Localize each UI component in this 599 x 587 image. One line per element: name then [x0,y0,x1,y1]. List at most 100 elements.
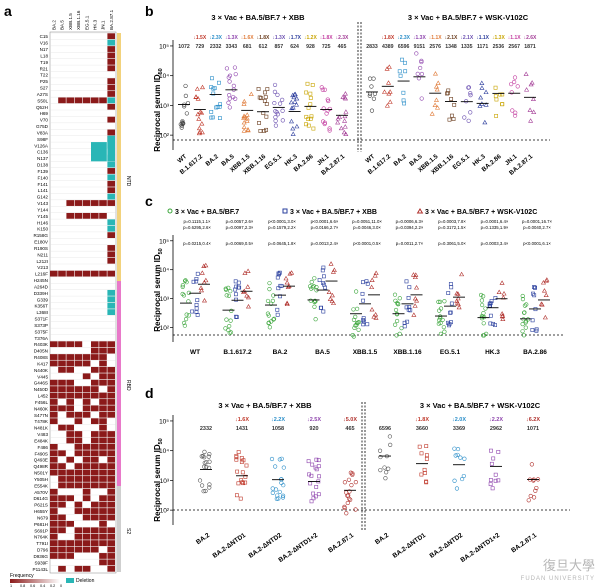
data-point [239,460,244,464]
data-point [343,109,349,114]
data-point [478,94,484,100]
heatmap-cell [66,354,74,360]
category-label: BA.2-ΔNTD1+2 [277,532,319,564]
heatmap-cell [82,514,91,521]
data-point [407,305,412,309]
data-point [404,305,409,310]
data-point [309,499,314,504]
data-point [360,291,365,296]
heatmap-cell [107,84,115,91]
data-point [191,279,196,284]
pvalue-label: p=0.0069,0.5× [226,241,254,246]
data-point [311,126,316,131]
data-point [494,114,499,118]
heatmap-cell [58,501,66,508]
data-point [351,307,356,312]
heatmap-cell [91,514,99,521]
mutation-label: F141 [38,182,49,187]
panel-c-tick-label: 10³ [160,296,170,303]
data-point [424,444,429,448]
data-point [406,296,411,300]
data-point [462,456,467,461]
data-point [202,455,207,460]
data-point [214,105,219,110]
data-point [209,109,214,114]
gmt-label: 612 [259,44,268,50]
heatmap-cell [74,533,83,540]
heatmap-cell [58,386,66,393]
data-point [245,303,251,309]
gmt-label: 729 [195,44,204,50]
heatmap-cell [82,411,91,418]
data-point [347,496,352,501]
data-point [277,457,282,462]
heatmap-cell [107,193,115,200]
heatmap-cell [99,405,107,412]
data-point [273,115,278,120]
mutation-label: N460K [34,406,49,411]
data-point [512,75,518,80]
data-point [312,304,317,309]
heatmap-cell [99,200,107,206]
heatmap-cell [107,379,115,386]
data-point [226,285,231,290]
heatmap-cell [107,540,115,547]
heatmap-cell [82,360,91,367]
data-point [228,289,233,294]
data-point [512,79,517,85]
data-point [314,285,319,290]
data-point [271,317,276,322]
pvalue-label: p=0.0215,0.4× [183,241,211,246]
heatmap-cell [107,91,115,97]
data-point [193,94,199,99]
heatmap-cell [91,546,99,553]
mutation-label: K356T [34,304,48,309]
data-point [239,456,244,460]
data-point [373,315,379,320]
data-point [248,91,254,96]
data-point [257,95,262,100]
pvalue-label: p=0.0097,2.3× [226,225,254,230]
heatmap-cell [107,450,115,457]
data-point [202,464,207,469]
category-label: WT [176,153,188,165]
legend-label: 3 × Vac + BA.5/BF.7 + XBB [290,209,377,216]
data-point [272,89,278,94]
data-point [405,319,410,324]
data-point [493,478,498,483]
heatmap-cell [91,533,99,540]
data-point [284,300,290,305]
data-point [383,476,388,481]
heatmap-cell [50,527,58,534]
data-point [273,109,278,114]
data-point [283,275,289,281]
data-point [462,115,467,120]
ntd-region-label: NTD [125,176,131,187]
heatmap-cell [74,411,83,418]
data-point [412,303,418,308]
data-point [349,483,354,488]
heatmap-cell [74,527,83,534]
data-point [483,306,488,311]
data-point [238,496,243,501]
heatmap-cell [99,392,107,399]
data-point [281,493,286,498]
mutation-label: S371F [34,317,48,322]
data-point [198,285,204,290]
data-point [441,325,446,330]
mutation-label: N501Y [34,471,48,476]
data-point [527,107,533,112]
data-point [521,317,526,322]
data-point [386,91,392,96]
heatmap-cell [82,456,91,463]
data-point [267,287,272,292]
data-point [403,60,407,65]
column-header: BA.5 [60,20,65,30]
data-point [183,83,188,89]
mutation-label: Y144 [37,207,48,212]
heatmap-cell [107,161,115,168]
category-label: BA.2 [374,532,390,546]
panel-d-tick-label: 10² [160,508,170,515]
data-point [543,292,549,298]
data-point [419,71,425,77]
